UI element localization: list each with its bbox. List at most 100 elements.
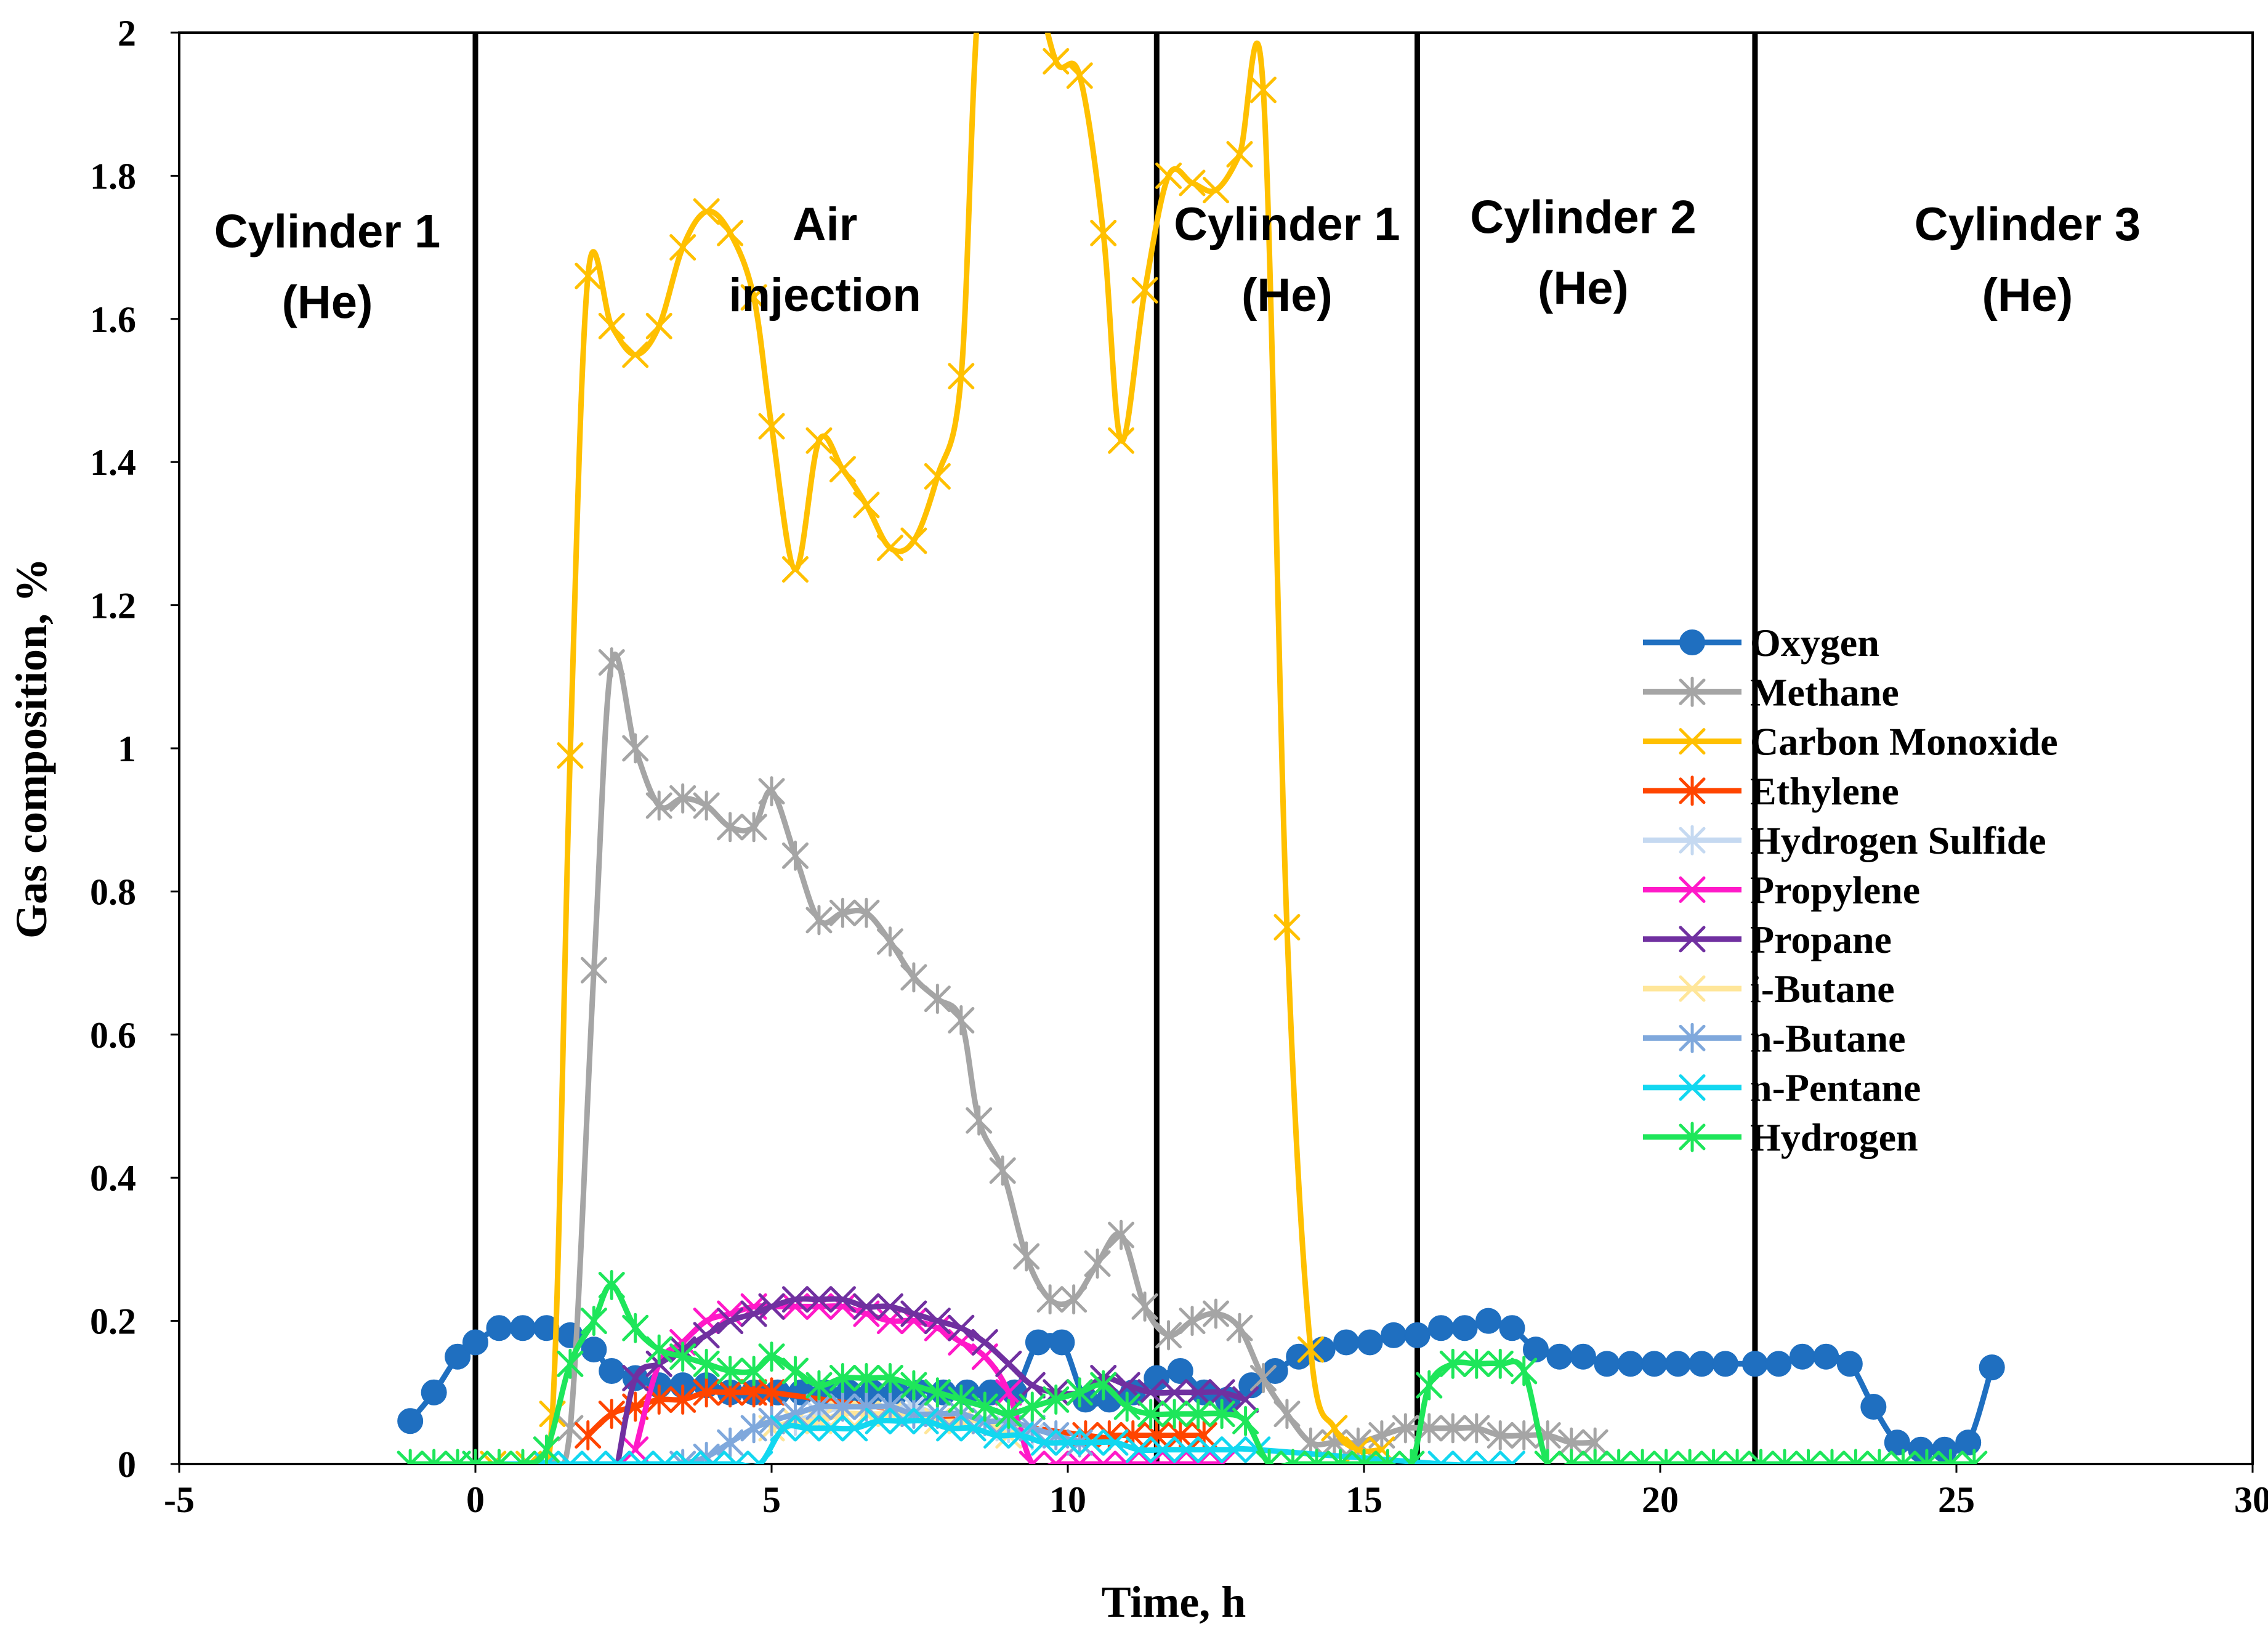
y-tick-label: 1.2	[90, 586, 136, 626]
data-point-n-pentane	[794, 1415, 821, 1442]
data-point-methane	[1203, 1298, 1229, 1329]
data-point-hydrogen	[1866, 1449, 1893, 1464]
data-point-methane	[1155, 1320, 1182, 1351]
data-point-hydrogen	[1327, 1449, 1354, 1464]
data-point-carbon-monoxide	[1090, 219, 1117, 246]
data-point-propane	[900, 1300, 927, 1327]
data-point-n-pentane	[889, 1407, 916, 1434]
data-point-n-pentane	[675, 1450, 702, 1464]
x-axis-title: Time, h	[1102, 1577, 1246, 1627]
data-point-oxygen	[1381, 1322, 1407, 1348]
data-point-oxygen	[1860, 1394, 1887, 1420]
data-point-oxygen	[1475, 1308, 1502, 1334]
data-point-oxygen	[1836, 1351, 1863, 1377]
legend-entry-hydrogen: Hydrogen	[1643, 1115, 1918, 1159]
data-point-hydrogen	[1605, 1449, 1632, 1464]
data-point-ethylene	[669, 1384, 696, 1415]
data-point-hydrogen	[1185, 1399, 1212, 1430]
data-point-carbon-monoxide	[717, 219, 744, 246]
data-point-propane	[971, 1329, 998, 1356]
data-point-hydrogen	[1374, 1449, 1401, 1464]
data-point-carbon-monoxide	[1179, 169, 1206, 196]
y-tick-label: 1.6	[90, 299, 136, 340]
data-point-n-pentane	[1007, 1422, 1034, 1449]
data-point-n-butane	[876, 1391, 903, 1422]
data-point-hydrogen	[557, 1348, 584, 1379]
data-point-hydrogen	[1581, 1449, 1608, 1464]
data-point-methane	[1392, 1413, 1419, 1444]
data-point-propane	[1113, 1372, 1140, 1399]
data-point-hydrogen	[717, 1356, 744, 1386]
data-point-hydrogen	[1558, 1449, 1585, 1464]
data-point-carbon-monoxide	[669, 234, 696, 261]
data-point-propylene	[717, 1300, 744, 1327]
data-point-methane	[693, 790, 720, 821]
legend-label-i-butane: i-Butane	[1750, 967, 1895, 1011]
data-point-carbon-monoxide	[900, 527, 927, 554]
data-point-carbon-monoxide	[805, 427, 833, 454]
data-point-carbon-monoxide	[1273, 914, 1301, 940]
data-point-hydrogen	[509, 1449, 536, 1464]
legend-marker-n-butane	[1679, 1022, 1706, 1053]
data-point-propane	[622, 1365, 649, 1392]
data-point-hydrogen	[1303, 1449, 1330, 1464]
legend-entry-i-butane: i-Butane	[1643, 967, 1895, 1011]
data-point-oxygen	[1499, 1315, 1525, 1341]
data-point-oxygen	[1594, 1351, 1620, 1377]
data-point-hydrogen	[1629, 1449, 1656, 1464]
legend-entry-propane: Propane	[1643, 918, 1892, 961]
data-point-carbon-monoxide	[829, 456, 856, 483]
data-point-hydrogen	[693, 1348, 720, 1379]
data-point-hydrogen	[1842, 1449, 1869, 1464]
legend-entry-methane: Methane	[1643, 670, 1899, 714]
data-point-methane	[717, 812, 744, 843]
data-point-hydrogen	[1818, 1449, 1846, 1464]
x-tick-label: 0	[466, 1479, 485, 1520]
legend-label-hydrogen-sulfide: Hydrogen Sulfide	[1750, 819, 2046, 862]
data-point-carbon-monoxide	[740, 284, 767, 311]
data-point-propylene	[1208, 1450, 1235, 1464]
data-point-methane	[924, 984, 951, 1014]
data-point-methane	[853, 897, 880, 928]
data-point-n-pentane	[1149, 1436, 1176, 1463]
data-point-carbon-monoxide	[781, 556, 809, 583]
data-point-n-pentane	[580, 1450, 607, 1464]
data-point-hydrogen	[1795, 1449, 1822, 1464]
data-point-oxygen	[1546, 1343, 1573, 1370]
data-point-carbon-monoxide	[1155, 162, 1182, 189]
data-point-hydrogen	[758, 1341, 785, 1372]
y-axis-title: Gas composition, %	[7, 558, 56, 939]
data-point-carbon-monoxide	[598, 312, 625, 339]
series-line-n-pentane	[407, 1417, 1515, 1464]
data-point-hydrogen	[645, 1334, 672, 1365]
data-point-methane	[805, 905, 833, 936]
data-point-oxygen	[581, 1337, 607, 1363]
data-point-oxygen	[421, 1379, 447, 1405]
data-point-carbon-monoxide	[557, 742, 584, 769]
data-point-hydrogen	[1439, 1348, 1466, 1379]
data-point-methane	[966, 1105, 993, 1136]
data-point-n-pentane	[1125, 1436, 1152, 1463]
region-label-4: Cylinder 2 (He)	[1470, 191, 1696, 314]
data-point-hydrogen	[1889, 1449, 1916, 1464]
data-point-carbon-monoxide	[693, 198, 720, 225]
data-point-methane	[1511, 1420, 1538, 1451]
data-point-methane	[740, 812, 767, 843]
data-point-methane	[598, 647, 625, 678]
data-point-ethylene	[693, 1377, 720, 1408]
x-tick-label: 5	[762, 1479, 781, 1520]
data-point-hydrogen	[1748, 1449, 1775, 1464]
y-tick-label: 1.4	[90, 442, 136, 483]
data-point-hydrogen	[462, 1449, 489, 1464]
series-oxygen	[397, 1308, 2005, 1463]
data-point-propylene	[1019, 1450, 1046, 1464]
data-point-propylene	[1043, 1450, 1070, 1464]
data-point-hydrogen	[1256, 1449, 1283, 1464]
legend-label-hydrogen: Hydrogen	[1750, 1115, 1918, 1159]
data-point-methane	[1463, 1413, 1490, 1444]
data-point-methane	[876, 926, 903, 957]
data-point-n-pentane	[1499, 1450, 1525, 1464]
legend-label-ethylene: Ethylene	[1750, 769, 1899, 813]
data-point-ethylene	[758, 1377, 785, 1408]
